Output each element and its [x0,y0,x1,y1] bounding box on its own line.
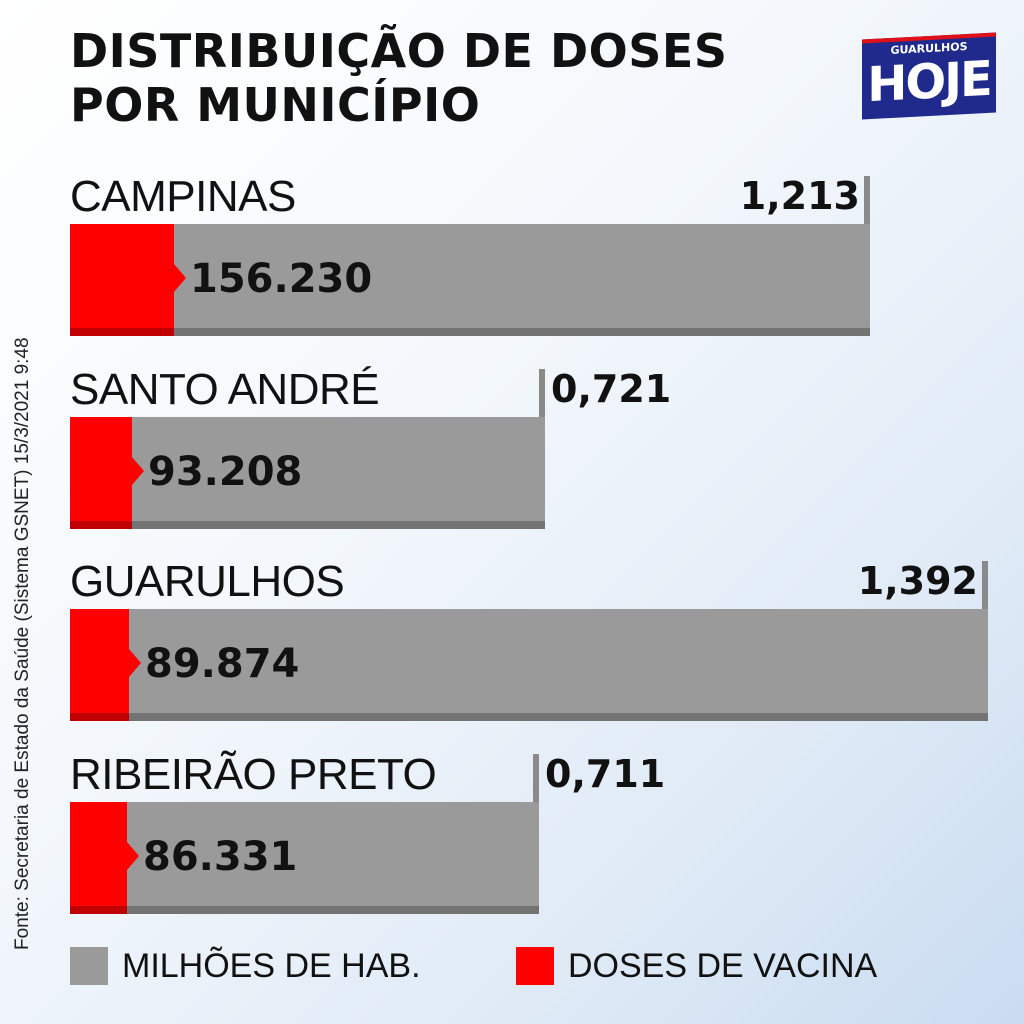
category-label-guarulhos: GUARULHOS [70,557,345,606]
doses-bar-guarulhos [70,609,141,721]
population-tick-guarulhos [982,561,988,609]
title-line-1: DISTRIBUIÇÃO DE DOSES [70,24,728,78]
population-bar-guarulhos: 89.874 [70,609,988,721]
category-label-santo-andre: SANTO ANDRÉ [70,365,380,414]
doses-value-label-guarulhos: 89.874 [145,641,300,687]
doses-value-label-ribeirao-preto: 86.331 [143,834,298,880]
doses-bar-santo-andre [70,417,144,529]
legend-swatch-doses [516,947,554,985]
guarulhos-hoje-logo: GUARULHOS HOJE [862,32,996,120]
population-bar-ribeirao-preto: 86.331 [70,802,539,914]
legend-item-population: MILHÕES DE HAB. [70,944,421,988]
category-label-ribeirao-preto: RIBEIRÃO PRETO [70,750,437,799]
doses-value-label-campinas: 156.230 [190,256,373,302]
logo-main-text: HOJE [867,50,991,114]
doses-bar-campinas [70,224,186,336]
population-value-label-ribeirao-preto: 0,711 [545,752,666,796]
population-value-label-guarulhos: 1,392 [857,559,978,603]
population-value-label-campinas: 1,213 [739,174,860,218]
legend-label-population: MILHÕES DE HAB. [122,947,421,985]
population-bar-santo-andre: 93.208 [70,417,545,529]
population-tick-ribeirao-preto [533,754,539,802]
doses-bar-ribeirao-preto [70,802,139,914]
population-tick-santo-andre [539,369,545,417]
population-bar-campinas: 156.230 [70,224,870,336]
source-note: Fonte: Secretaria de Estado da Saúde (Si… [12,337,33,950]
legend-item-doses: DOSES DE VACINA [516,944,877,988]
legend-swatch-population [70,947,108,985]
category-label-campinas: CAMPINAS [70,172,296,221]
population-value-label-santo-andre: 0,721 [551,367,672,411]
legend-label-doses: DOSES DE VACINA [568,947,878,985]
doses-value-label-santo-andre: 93.208 [148,449,303,495]
chart-title: DISTRIBUIÇÃO DE DOSES POR MUNICÍPIO [70,24,727,132]
population-tick-campinas [864,176,870,224]
title-line-2: POR MUNICÍPIO [70,78,481,132]
